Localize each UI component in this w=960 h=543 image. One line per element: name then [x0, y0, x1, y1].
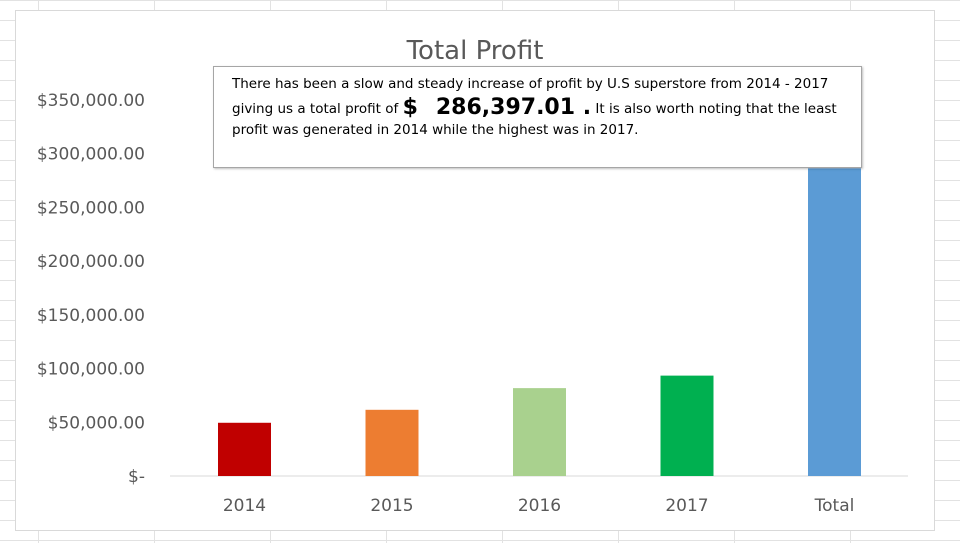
bar-2016[interactable]: [513, 388, 566, 476]
annotation-line-1: There has been a slow and steady increas…: [232, 76, 829, 92]
total-profit-value: 286,397.01 .: [435, 94, 592, 120]
x-tick-label: 2017: [665, 496, 708, 516]
bar-2017[interactable]: [660, 375, 714, 476]
x-tick-label: 2015: [370, 496, 413, 516]
y-tick-label: $200,000.00: [37, 252, 145, 272]
x-tick-label: Total: [814, 496, 855, 516]
annotation-textbox[interactable]: There has been a slow and steady increas…: [213, 66, 862, 168]
annotation-line-2: giving us a total profit of $286,397.01 …: [232, 94, 847, 120]
bars: [218, 168, 861, 476]
x-tick-label: 2014: [223, 496, 266, 516]
x-axis-labels: 2014 2015 2016 2017 Total: [223, 496, 854, 516]
x-tick-label: 2016: [518, 496, 561, 516]
annotation-line-2-prefix: giving us a total profit of: [232, 100, 399, 117]
bar-2015[interactable]: [365, 409, 419, 476]
y-tick-label: $150,000.00: [37, 306, 145, 326]
bar-total[interactable]: [808, 168, 861, 476]
y-tick-label: $100,000.00: [37, 360, 145, 380]
y-tick-label: $250,000.00: [37, 198, 145, 218]
annotation-line-3: profit was generated in 2014 while the h…: [232, 122, 639, 139]
annotation-line-2-suffix: It is also worth noting that the least: [595, 100, 837, 117]
y-tick-label: $350,000.00: [37, 91, 145, 111]
y-tick-label: $300,000.00: [37, 145, 145, 165]
y-axis-labels: $350,000.00 $300,000.00 $250,000.00 $200,00…: [37, 91, 145, 487]
chart-title: Total Profit: [406, 36, 544, 66]
bar-2014[interactable]: [218, 422, 271, 476]
y-tick-label: $-: [128, 467, 145, 487]
currency-symbol: $: [402, 94, 418, 120]
y-tick-label: $50,000.00: [48, 413, 145, 433]
